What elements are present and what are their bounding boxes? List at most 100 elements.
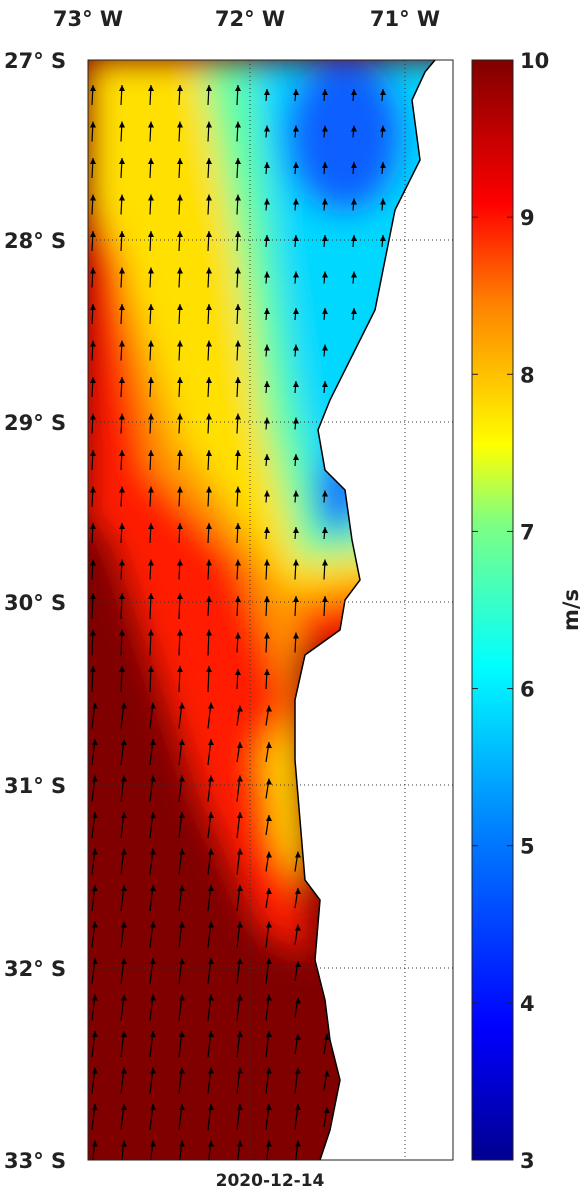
arrow-head [179,921,185,928]
latitude-label: 29° S [4,411,66,435]
arrow-head [150,1067,156,1074]
arrow-head [322,271,328,278]
arrow-head [150,885,156,891]
arrow-head [208,1104,214,1110]
arrow-head [208,885,214,891]
arrow-head [264,89,270,95]
arrow-head [92,775,98,782]
arrow-head [179,848,185,855]
arrow-head [295,1140,301,1147]
arrow-head [90,559,96,566]
arrow-head [208,775,214,782]
arrow-head [148,593,154,599]
arrow-head [119,304,125,310]
arrow-head [121,921,127,928]
latitude-label: 32° S [4,957,66,981]
arrow-head [208,1031,214,1037]
arrow-head [177,450,183,456]
arrow-head [206,267,212,274]
arrow-head [264,235,270,241]
arrow-head [237,885,243,891]
arrow-head [119,450,125,456]
arrow-head [121,885,127,891]
colorbar-tick-label: 3 [520,1149,535,1173]
arrow-head [119,629,125,636]
arrow-head [92,1031,98,1037]
arrow-head [235,413,241,420]
arrow-head [295,851,301,858]
arrow-head [179,994,185,1001]
arrow-head [235,559,241,566]
arrow-head [293,490,299,497]
arrow-head [295,961,301,967]
arrow-head [92,702,98,709]
arrow-head [92,921,98,928]
arrow-head [90,666,96,672]
arrow-head [150,1140,156,1147]
arrow-head [90,85,96,91]
arrow-head [322,344,328,351]
arrow-head [293,527,299,533]
arrow-head [322,125,328,132]
arrow-head [177,629,183,636]
arrow-head [148,121,154,128]
arrow-head [119,231,125,237]
arrow-head [148,559,154,566]
arrow-head [90,158,96,164]
arrow-head [206,85,212,91]
arrow-head [264,125,270,132]
arrow-head [264,596,270,602]
arrow-head [235,450,241,456]
arrow-head [179,775,185,782]
arrow-head [264,198,270,205]
colorbar-tick-label: 4 [520,992,535,1016]
arrow-head [295,1067,301,1074]
arrow-head [208,1067,214,1074]
arrow-head [92,994,98,1001]
arrow-head [235,340,241,347]
arrow-head [237,1031,243,1037]
arrow-head [208,739,214,745]
arrow-head [148,629,154,636]
arrow-head [235,231,241,237]
arrow-head [235,267,241,274]
colorbar-tick-label: 5 [520,835,535,859]
arrow-head [266,815,272,821]
arrow-head [90,377,96,383]
arrow-head [235,121,241,128]
arrow-head [351,308,357,314]
arrow-head [264,381,270,387]
arrow-head [119,267,125,274]
arrow-head [264,308,270,314]
arrow-head [92,739,98,745]
arrow-head [264,559,270,566]
arrow-head [90,231,96,237]
arrow-head [380,162,386,168]
arrow-head [148,450,154,456]
latitude-label: 31° S [4,774,66,798]
arrow-head [121,848,127,855]
arrow-head [148,377,154,383]
arrow-head [150,1031,156,1037]
arrow-head [179,1104,185,1110]
arrow-head [266,958,272,964]
arrow-head [179,739,185,745]
arrow-head [206,666,212,672]
arrow-head [235,85,241,91]
arrow-head [235,486,241,493]
colorbar [471,59,514,1161]
arrow-head [295,1034,301,1040]
arrow-head [148,340,154,347]
arrow-head [206,559,212,566]
arrow-head [237,921,243,928]
arrow-head [380,235,386,241]
arrow-head [121,1067,127,1074]
arrow-head [121,775,127,782]
arrow-head [121,812,127,818]
arrow-head [119,486,125,493]
arrow-head [177,593,183,599]
arrow-head [90,340,96,347]
arrow-head [121,994,127,1001]
arrow-head [150,921,156,928]
arrow-head [237,1140,243,1147]
